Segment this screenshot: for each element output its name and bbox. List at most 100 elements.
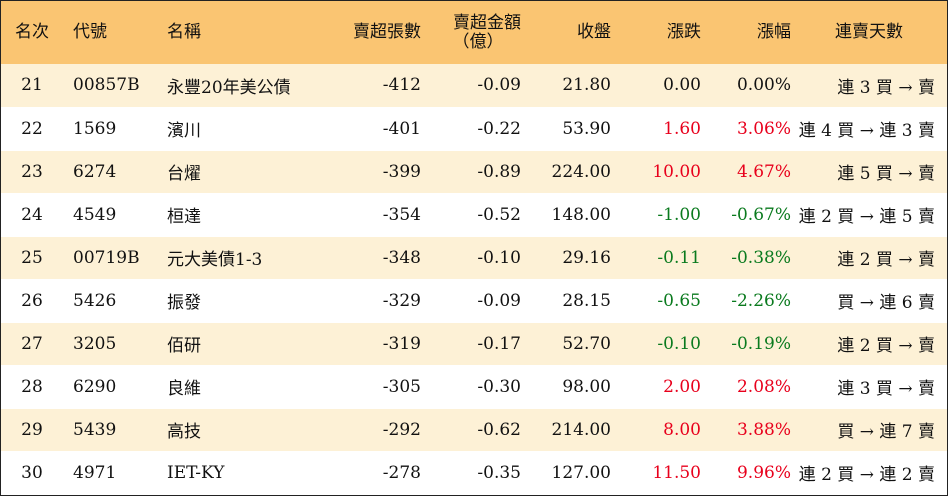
header-change-percent[interactable]: 漲幅 <box>757 22 791 42</box>
cell-name[interactable]: 佰研 <box>157 321 317 365</box>
cell-change: 10.00 <box>611 149 701 193</box>
cell-code[interactable]: 5439 <box>63 407 157 451</box>
cell-sell-amount: -0.10 <box>421 235 521 279</box>
header-sell-amount[interactable]: 賣超金額 （億） <box>421 1 522 64</box>
cell-change: 2.00 <box>611 364 701 408</box>
cell-sell-amount: -0.62 <box>421 407 521 451</box>
cell-change: 0.00 <box>663 75 701 96</box>
cell-change-percent: 4.67% <box>701 149 791 193</box>
cell-rank: 22 <box>1 106 63 150</box>
cell-consecutive-days: 買 → 連 7 賣 <box>791 407 947 451</box>
table-row[interactable]: 28 6290 良維 -305 -0.30 98.00 2.00 2.08% 連… <box>1 364 947 408</box>
table-row[interactable]: 29 5439 高技 -292 -0.62 214.00 8.00 3.88% … <box>1 407 947 451</box>
cell-sell-amount: -0.09 <box>421 278 521 322</box>
header-rank[interactable]: 名次 <box>15 22 49 42</box>
table-body: 21 00857B 永豐20年美公債 -412 -0.09 21.80 0.00… <box>1 64 947 494</box>
cell-sell-sheets: -319 <box>317 321 421 365</box>
table-row[interactable]: 26 5426 振發 -329 -0.09 28.15 -0.65 -2.26%… <box>1 278 947 322</box>
cell-change-percent: 0.00% <box>736 75 791 96</box>
cell-change-percent: -0.19% <box>701 321 791 365</box>
cell-rank: 23 <box>1 149 63 193</box>
cell-consecutive-days: 連 2 買 → 賣 <box>791 321 947 365</box>
table-row[interactable]: 27 3205 佰研 -319 -0.17 52.70 -0.10 -0.19%… <box>1 321 947 365</box>
cell-name[interactable]: 桓達 <box>157 192 317 236</box>
cell-sell-sheets: -292 <box>317 407 421 451</box>
cell-sell-sheets: -278 <box>317 450 421 494</box>
cell-consecutive-days: 連 4 買 → 連 3 賣 <box>791 106 947 150</box>
cell-close: 29.16 <box>521 235 611 279</box>
cell-code[interactable]: 00719B <box>63 235 157 279</box>
table-row[interactable]: 21 00857B 永豐20年美公債 -412 -0.09 21.80 0.00… <box>1 64 947 107</box>
header-consecutive-days[interactable]: 連賣天數 <box>835 22 903 42</box>
cell-close: 127.00 <box>521 450 611 494</box>
cell-name[interactable]: 元大美債1-3 <box>157 235 317 279</box>
cell-rank: 24 <box>1 192 63 236</box>
header-sell-sheets[interactable]: 賣超張數 <box>353 22 421 42</box>
cell-change: 11.50 <box>611 450 701 494</box>
cell-rank: 30 <box>1 450 63 494</box>
cell-sell-sheets: -412 <box>382 75 421 96</box>
cell-close: 21.80 <box>562 75 611 96</box>
cell-rank: 28 <box>1 364 63 408</box>
cell-consecutive-days: 連 3 買 → 賣 <box>837 77 935 98</box>
table-row[interactable]: 30 4971 IET-KY -278 -0.35 127.00 11.50 9… <box>1 450 947 494</box>
cell-close: 214.00 <box>521 407 611 451</box>
cell-consecutive-days: 連 2 買 → 連 5 賣 <box>791 192 947 236</box>
cell-sell-amount: -0.09 <box>477 75 521 96</box>
cell-sell-amount: -0.89 <box>421 149 521 193</box>
table-row[interactable]: 24 4549 桓達 -354 -0.52 148.00 -1.00 -0.67… <box>1 192 947 236</box>
cell-code[interactable]: 5426 <box>63 278 157 322</box>
cell-name[interactable]: 振發 <box>157 278 317 322</box>
cell-consecutive-days: 買 → 連 6 賣 <box>791 278 947 322</box>
cell-rank: 25 <box>1 235 63 279</box>
cell-sell-amount: -0.52 <box>421 192 521 236</box>
cell-name[interactable]: 良維 <box>157 364 317 408</box>
header-change[interactable]: 漲跌 <box>667 22 701 42</box>
cell-sell-sheets: -348 <box>317 235 421 279</box>
cell-change-percent: 3.88% <box>701 407 791 451</box>
cell-change-percent: -2.26% <box>701 278 791 322</box>
cell-sell-amount: -0.30 <box>421 364 521 408</box>
header-name[interactable]: 名稱 <box>167 22 201 42</box>
cell-rank: 21 <box>21 75 43 96</box>
cell-code[interactable]: 6274 <box>63 149 157 193</box>
cell-sell-sheets: -305 <box>317 364 421 408</box>
cell-consecutive-days: 連 2 買 → 連 2 賣 <box>791 450 947 494</box>
cell-sell-amount: -0.22 <box>421 106 521 150</box>
cell-code[interactable]: 1569 <box>63 106 157 150</box>
cell-code[interactable]: 6290 <box>63 364 157 408</box>
cell-change-percent: 9.96% <box>701 450 791 494</box>
header-code[interactable]: 代號 <box>73 22 107 42</box>
cell-sell-sheets: -329 <box>317 278 421 322</box>
header-sell-amount-line1: 賣超金額 <box>453 12 521 33</box>
table-row[interactable]: 23 6274 台燿 -399 -0.89 224.00 10.00 4.67%… <box>1 149 947 193</box>
cell-change-percent: -0.38% <box>701 235 791 279</box>
cell-change-percent: 2.08% <box>701 364 791 408</box>
header-sell-amount-line2: （億） <box>452 31 504 52</box>
cell-change: 1.60 <box>611 106 701 150</box>
table-header-row: 名次 代號 名稱 賣超張數 賣超金額 （億） 收盤 漲跌 漲幅 連賣天數 <box>1 1 947 64</box>
cell-close: 98.00 <box>521 364 611 408</box>
cell-change-percent: -0.67% <box>701 192 791 236</box>
header-close[interactable]: 收盤 <box>577 22 611 42</box>
cell-rank: 29 <box>1 407 63 451</box>
cell-change: -0.10 <box>611 321 701 365</box>
cell-name[interactable]: IET-KY <box>157 450 317 494</box>
cell-code[interactable]: 4549 <box>63 192 157 236</box>
table-row[interactable]: 25 00719B 元大美債1-3 -348 -0.10 29.16 -0.11… <box>1 235 947 279</box>
cell-code[interactable]: 00857B <box>73 75 140 96</box>
cell-name[interactable]: 高技 <box>157 407 317 451</box>
cell-name[interactable]: 濱川 <box>157 106 317 150</box>
cell-code[interactable]: 4971 <box>63 450 157 494</box>
cell-name[interactable]: 台燿 <box>157 149 317 193</box>
cell-consecutive-days: 連 5 買 → 賣 <box>791 149 947 193</box>
cell-sell-amount: -0.17 <box>421 321 521 365</box>
cell-close: 224.00 <box>521 149 611 193</box>
cell-consecutive-days: 連 3 買 → 賣 <box>791 364 947 408</box>
cell-close: 53.90 <box>521 106 611 150</box>
cell-code[interactable]: 3205 <box>63 321 157 365</box>
cell-name[interactable]: 永豐20年美公債 <box>167 77 291 98</box>
table-row[interactable]: 22 1569 濱川 -401 -0.22 53.90 1.60 3.06% 連… <box>1 106 947 150</box>
